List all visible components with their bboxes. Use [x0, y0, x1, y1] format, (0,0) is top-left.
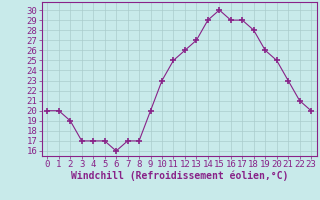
X-axis label: Windchill (Refroidissement éolien,°C): Windchill (Refroidissement éolien,°C) — [70, 171, 288, 181]
